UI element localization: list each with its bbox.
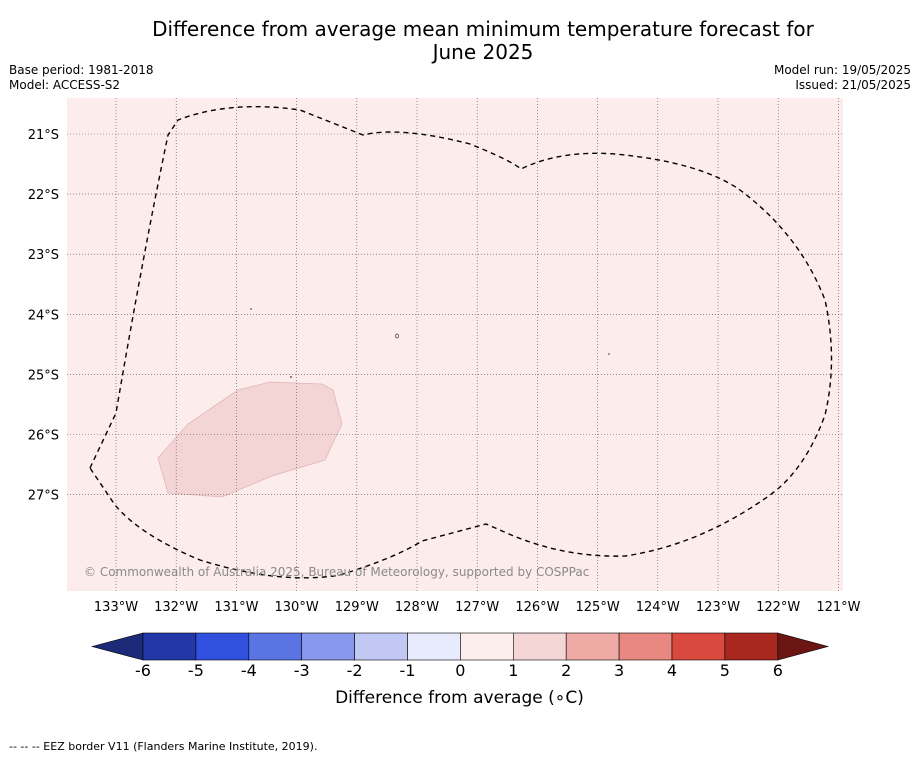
model-run: Model run: 19/05/2025	[773, 63, 911, 77]
colorbar-over-arrow	[777, 632, 830, 661]
colorbar-tick-label: 0	[455, 661, 465, 680]
colorbar-bin	[460, 632, 514, 661]
island-mark	[250, 308, 252, 310]
colorbar-bin	[248, 632, 303, 661]
latitude-tick-label: 23°S	[28, 248, 59, 263]
eez-border	[89, 105, 833, 579]
island-mark	[608, 353, 610, 355]
longitude-tick-label: 125°W	[576, 600, 620, 615]
latitude-tick-label: 21°S	[28, 128, 59, 143]
longitude-tick-label: 132°W	[154, 600, 198, 615]
colorbar-tick-label: 5	[720, 661, 730, 680]
longitude-tick-label: 122°W	[756, 600, 800, 615]
colorbar-bin	[671, 632, 726, 661]
colorbar-bin	[724, 632, 779, 661]
colorbar-tick-label: 6	[773, 661, 783, 680]
colorbar-bin	[142, 632, 197, 661]
eez-attribution: -- -- -- EEZ border V11 (Flanders Marine…	[9, 740, 318, 753]
gridlines	[67, 98, 843, 591]
colorbar-tick-label: -1	[400, 661, 416, 680]
meta-left: Base period: 1981-2018 Model: ACCESS-S2	[9, 63, 154, 93]
colorbar	[90, 632, 830, 661]
latitude-tick-label: 27°S	[28, 489, 59, 504]
longitude-labels: 133°W 132°W 131°W 130°W 129°W 128°W 127°W 126°W…	[94, 600, 861, 615]
latitude-tick-label: 26°S	[28, 429, 59, 444]
longitude-tick-label: 123°W	[696, 600, 740, 615]
latitude-tick-label: 25°S	[28, 368, 59, 383]
colorbar-tick-label: -2	[347, 661, 363, 680]
longitude-tick-label: 133°W	[94, 600, 138, 615]
colorbar-tick-label: -5	[188, 661, 204, 680]
latitude-labels: 21°S 22°S 23°S 24°S 25°S 26°S 27°S	[28, 128, 59, 504]
colorbar-under-arrow	[90, 632, 144, 661]
longitude-tick-label: 124°W	[636, 600, 680, 615]
longitude-tick-label: 128°W	[395, 600, 439, 615]
colorbar-ticks: -6 -5 -4 -3 -2 -1 0 1 2 3 4 5 6	[135, 661, 783, 680]
colorbar-tick-label: 3	[614, 661, 624, 680]
colorbar-bin	[407, 632, 461, 661]
copyright-notice: © Commonwealth of Australia 2025, Bureau…	[84, 565, 590, 579]
anomaly-patch-1-2c	[157, 381, 343, 498]
colorbar-label: Difference from average (∘C)	[335, 688, 584, 708]
colorbar-bin	[301, 632, 355, 661]
colorbar-bin	[512, 632, 567, 661]
model-name: Model: ACCESS-S2	[9, 78, 121, 92]
meta-right: Model run: 19/05/2025 Issued: 21/05/2025	[774, 63, 911, 93]
colorbar-bin	[195, 632, 250, 661]
colorbar-bin	[618, 632, 673, 661]
colorbar-bin	[354, 632, 408, 661]
longitude-tick-label: 129°W	[335, 600, 379, 615]
longitude-tick-label: 127°W	[455, 600, 499, 615]
latitude-tick-label: 22°S	[28, 188, 59, 203]
map-background	[67, 98, 843, 591]
title-line-2: June 2025	[432, 40, 534, 64]
colorbar-tick-label: 2	[561, 661, 571, 680]
longitude-tick-label: 121°W	[816, 600, 860, 615]
colorbar-tick-label: 1	[508, 661, 518, 680]
longitude-tick-label: 131°W	[214, 600, 258, 615]
colorbar-tick-label: -3	[294, 661, 310, 680]
island-mark	[290, 376, 292, 378]
issued-date: Issued: 21/05/2025	[795, 78, 911, 92]
colorbar-tick-label: -6	[135, 661, 151, 680]
colorbar-tick-label: -4	[241, 661, 257, 680]
longitude-tick-label: 130°W	[275, 600, 319, 615]
colorbar-bin	[565, 632, 620, 661]
longitude-tick-label: 126°W	[515, 600, 559, 615]
map-title: Difference from average mean minimum tem…	[0, 18, 919, 64]
island-mark	[395, 333, 399, 339]
title-line-1: Difference from average mean minimum tem…	[152, 17, 814, 41]
colorbar-tick-label: 4	[667, 661, 677, 680]
latitude-tick-label: 24°S	[28, 308, 59, 323]
base-period: Base period: 1981-2018	[9, 63, 154, 77]
